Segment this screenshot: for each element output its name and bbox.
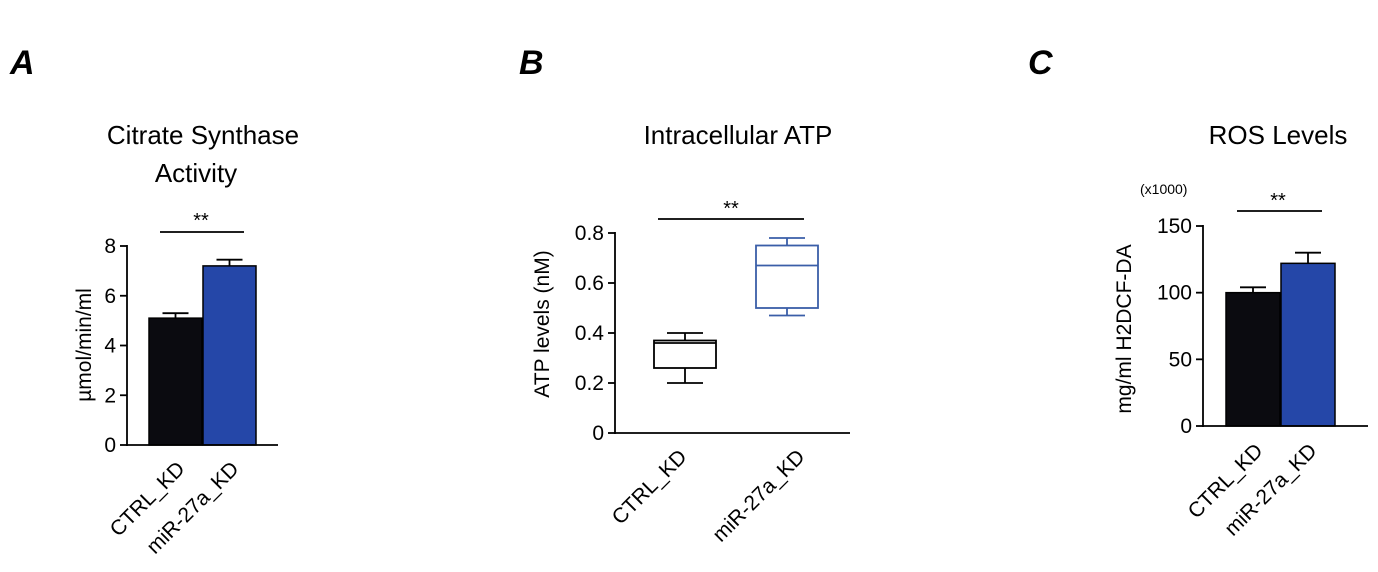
panel-b-title: Intracellular ATP bbox=[644, 120, 833, 150]
panel-a-y-ticks: 0 2 4 6 8 bbox=[104, 235, 127, 457]
panel-b-marks bbox=[653, 237, 819, 384]
c-y-tick-label: 0 bbox=[1180, 415, 1192, 438]
b-y-tick-label: 0.4 bbox=[575, 322, 605, 345]
c-y-tick-label: 150 bbox=[1157, 215, 1192, 238]
a-bar-2 bbox=[202, 265, 257, 446]
panel-c-marks bbox=[1225, 251, 1336, 427]
a-y-tick-label: 6 bbox=[104, 285, 116, 308]
panel-a-marks bbox=[148, 258, 257, 446]
c-bar-1 bbox=[1225, 291, 1281, 427]
panel-b: B Intracellular ATP ATP levels (nM) 0 0.2… bbox=[519, 44, 850, 547]
panel-a-title-line-1: Citrate Synthase bbox=[107, 120, 299, 150]
c-bar-2 bbox=[1280, 262, 1336, 427]
panel-b-y-ticks: 0 0.2 0.4 0.6 0.8 bbox=[575, 222, 615, 445]
panel-c-multiplier-label: (x1000) bbox=[1140, 181, 1187, 197]
a-y-tick-label: 2 bbox=[104, 384, 116, 407]
a-y-tick-label: 8 bbox=[104, 235, 116, 258]
panel-c-y-ticks: 0 50 100 150 bbox=[1157, 215, 1203, 438]
panel-c-title: ROS Levels bbox=[1209, 120, 1348, 150]
panel-a-title-line-2: Activity bbox=[155, 158, 237, 188]
panel-b-y-axis-label: ATP levels (nM) bbox=[531, 250, 554, 397]
panel-c-y-axis-label: mg/ml H2DCF-DA bbox=[1113, 244, 1136, 413]
c-y-tick-label: 100 bbox=[1157, 282, 1192, 305]
b-box-2 bbox=[755, 244, 819, 309]
a-y-tick-label: 0 bbox=[104, 434, 116, 457]
a-y-tick-label: 4 bbox=[104, 335, 116, 358]
panel-letter-c: C bbox=[1028, 44, 1053, 82]
b-y-tick-label: 0.2 bbox=[575, 372, 604, 395]
panel-a: A Citrate Synthase Activity µmol/min/ml … bbox=[9, 44, 299, 559]
b-y-tick-label: 0.8 bbox=[575, 222, 604, 245]
panel-c: C ROS Levels (x1000) mg/ml H2DCF-DA 0 50 1… bbox=[1028, 44, 1368, 541]
b-y-tick-label: 0.6 bbox=[575, 272, 604, 295]
panel-letter-a: A bbox=[9, 44, 35, 82]
panel-letter-b: B bbox=[519, 44, 544, 82]
b-box-1 bbox=[653, 339, 717, 369]
panel-b-category-label-2: miR-27a_KD bbox=[708, 445, 809, 546]
panel-c-significance-label: ** bbox=[1270, 190, 1286, 212]
panel-b-category-label-1: CTRL_KD bbox=[608, 445, 692, 529]
a-bar-1 bbox=[148, 317, 203, 446]
panel-a-significance-label: ** bbox=[193, 210, 209, 232]
panel-b-significance-label: ** bbox=[723, 198, 739, 220]
c-y-tick-label: 50 bbox=[1169, 348, 1192, 371]
b-y-tick-label: 0 bbox=[592, 422, 604, 445]
panel-a-y-axis-label: µmol/min/ml bbox=[73, 288, 96, 402]
